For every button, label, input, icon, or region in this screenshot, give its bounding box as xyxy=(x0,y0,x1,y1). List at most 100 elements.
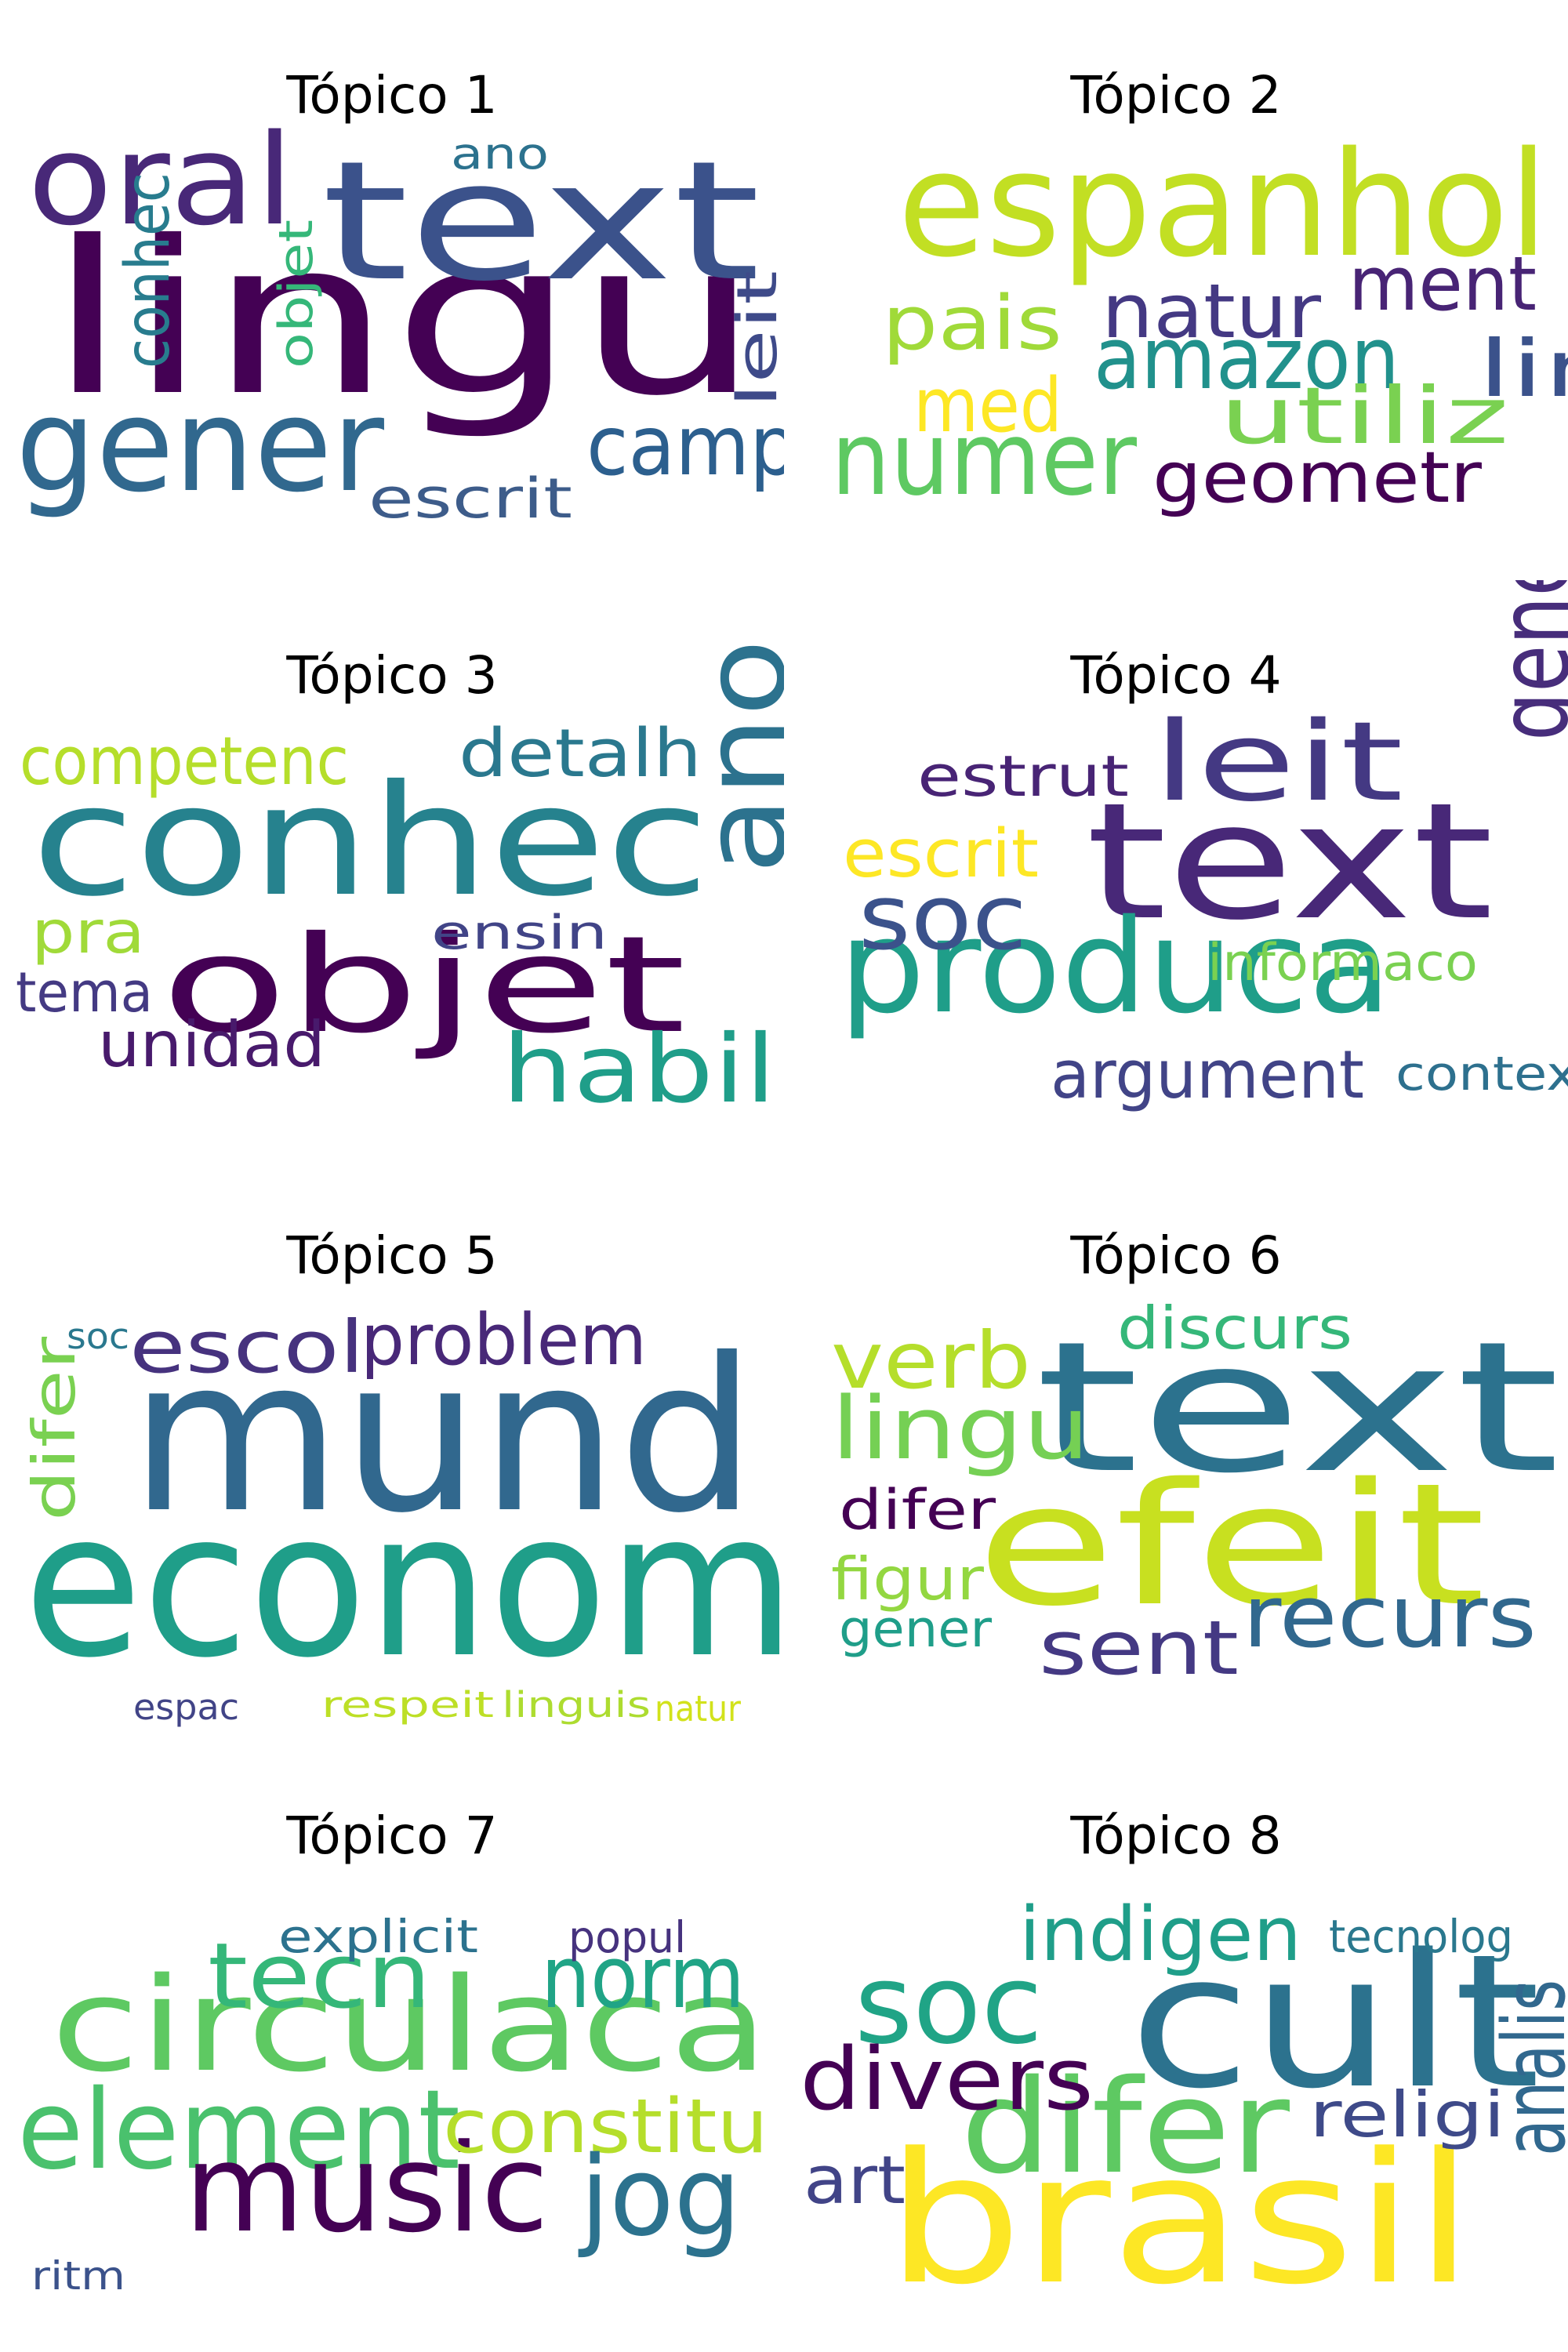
word-jog: jog xyxy=(578,2133,741,2261)
word-respeit: respeit xyxy=(321,1684,494,1726)
word-natur: natur xyxy=(655,1688,741,1730)
word-escol: escol xyxy=(129,1305,365,1389)
word-soc: soc xyxy=(858,866,1027,971)
word-gener: gener xyxy=(16,370,384,521)
word-argument: argument xyxy=(1051,1036,1364,1114)
panel-title: Tópico 3 xyxy=(286,645,498,706)
word-indigen: indigen xyxy=(1019,1892,1301,1978)
word-ano: ano xyxy=(451,129,549,179)
word-text: text xyxy=(1086,769,1494,956)
word-produca: produca xyxy=(839,891,1392,1042)
word-leit: leit xyxy=(725,270,784,408)
word-explicit: explicit xyxy=(278,1910,478,1963)
word-text: text xyxy=(1035,1304,1560,1513)
word-conhec: conhec xyxy=(31,752,710,930)
word-gener: gener xyxy=(839,1600,992,1659)
word-cult: cult xyxy=(1129,1915,1541,2129)
word-objet: objet xyxy=(161,908,686,1063)
word-lingu: lingu xyxy=(831,1378,1090,1479)
word-discurs: discurs xyxy=(1117,1294,1352,1363)
topic-panel-5: Tópico 5 mund econom escol problem difer soc e… xyxy=(0,1160,784,1740)
word-difer: difer xyxy=(839,1478,996,1542)
word-soc: soc xyxy=(67,1316,129,1357)
word-ensin: ensin xyxy=(431,906,608,960)
word-music: music xyxy=(184,2118,549,2259)
word-objet: objet xyxy=(269,220,324,368)
word-utiliz: utiliz xyxy=(1219,370,1509,462)
word-circulaca: circulaca xyxy=(51,1950,768,2100)
word-competenc: competenc xyxy=(20,723,349,800)
word-sent: sent xyxy=(1039,1606,1239,1692)
word-divers: divers xyxy=(800,2029,1094,2129)
word-ment: ment xyxy=(1348,241,1537,328)
word-ritm: ritm xyxy=(31,2253,125,2299)
word-art: art xyxy=(804,2142,906,2220)
word-linguis: linguis xyxy=(502,1684,651,1726)
word-oral: oral xyxy=(27,107,294,253)
topic-panel-7: Tópico 7 circulaca element music tecn norm co… xyxy=(0,1740,784,2321)
word-efeit: efeit xyxy=(976,1446,1486,1643)
word-difer: difer xyxy=(960,2052,1290,2202)
word-med: med xyxy=(913,363,1062,449)
topic-panel-1: Tópico 1 lingu text oral gener camp escrit ano… xyxy=(0,0,784,580)
word-recurs: recurs xyxy=(1243,1566,1537,1667)
word-norm: norm xyxy=(541,1927,745,2027)
word-amazon: amazon xyxy=(1094,308,1399,408)
word-difer: difer xyxy=(20,1337,89,1521)
word-tecn: tecn xyxy=(208,1924,431,2029)
word-detalh: detalh xyxy=(459,715,702,793)
word-leit: leit xyxy=(1152,699,1403,826)
word-unidad: unidad xyxy=(98,1008,325,1081)
word-habil: habil xyxy=(502,1015,776,1124)
word-problem: problem xyxy=(361,1299,647,1381)
topic-panel-3: Tópico 3 conhec objet ano habil competenc det… xyxy=(0,580,784,1160)
panel-title: Tópico 7 xyxy=(286,1806,498,1866)
word-espac: espac xyxy=(133,1686,239,1728)
word-lingu: lingu xyxy=(47,195,760,442)
topic-panel-6: Tópico 6 text efeit verb lingu discurs recurs… xyxy=(784,1160,1568,1740)
word-escrit: escrit xyxy=(368,466,572,531)
panel-title: Tópico 6 xyxy=(1070,1225,1282,1286)
word-gener: gener xyxy=(1478,580,1568,741)
word-estrut: estrut xyxy=(917,743,1129,809)
word-numer: numer xyxy=(831,399,1137,518)
word-popul: popul xyxy=(568,1912,686,1962)
panel-title: Tópico 2 xyxy=(1070,65,1282,125)
word-soc: soc xyxy=(855,1941,1043,2069)
word-element: element xyxy=(17,2067,460,2194)
panel-title: Tópico 8 xyxy=(1070,1806,1282,1866)
word-mund: mund xyxy=(129,1312,757,1559)
word-lin: lin xyxy=(1478,323,1568,415)
topic-panel-2: Tópico 2 espanhol numer natur ment amazon pai… xyxy=(784,0,1568,580)
word-tema: tema xyxy=(16,960,153,1025)
word-espanhol: espanhol xyxy=(898,120,1548,289)
word-verb: verb xyxy=(831,1315,1031,1406)
word-context: context xyxy=(1396,1047,1568,1102)
word-pais: pais xyxy=(882,281,1062,367)
word-religi: religi xyxy=(1309,2078,1505,2151)
word-figur: figur xyxy=(831,1544,984,1613)
word-geometr: geometr xyxy=(1152,437,1482,519)
word-conhec: conhec xyxy=(113,172,183,368)
panel-title: Tópico 1 xyxy=(286,65,498,125)
word-escrit: escrit xyxy=(843,815,1039,893)
word-econom: econom xyxy=(24,1469,784,1702)
word-text: text xyxy=(321,125,760,318)
word-informaco: informaco xyxy=(1207,934,1478,993)
topic-panel-8: Tópico 8 cult brasil difer soc divers indigen… xyxy=(784,1740,1568,2321)
word-natur: natur xyxy=(1102,269,1322,355)
word-brasil: brasil xyxy=(886,2115,1474,2321)
word-analis: analis xyxy=(1484,1980,1568,2156)
word-ano: ano xyxy=(679,639,784,874)
panel-title: Tópico 5 xyxy=(286,1225,498,1286)
word-camp: camp xyxy=(586,398,784,494)
